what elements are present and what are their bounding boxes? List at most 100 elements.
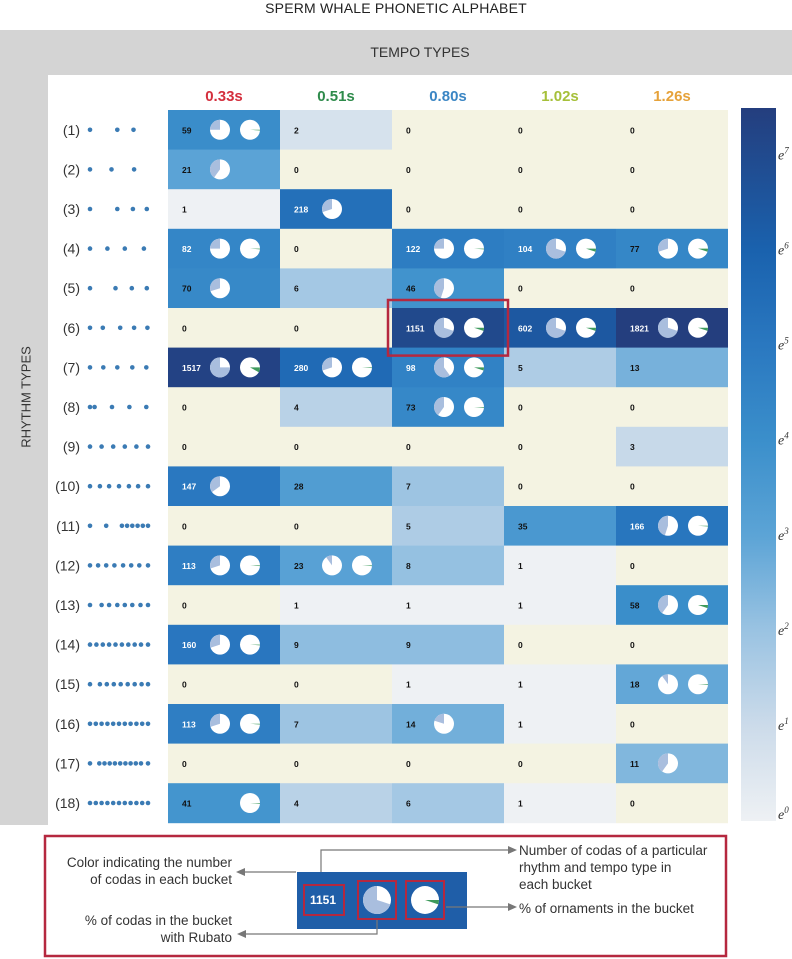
rubato-pie (322, 555, 342, 576)
rhythm-dot (131, 127, 136, 133)
ornament-pie (576, 317, 596, 338)
rhythm-dot (138, 761, 144, 766)
heatmap-cell (392, 545, 504, 586)
rhythm-dot (105, 800, 110, 806)
rhythm-dot (100, 642, 106, 647)
heatmap-cell (392, 743, 504, 784)
heatmap-cell (504, 268, 616, 309)
cell-count: 7 (294, 719, 299, 729)
pie-ornament-slice (474, 248, 484, 250)
rhythm-dot (127, 404, 132, 410)
heatmap-cell (168, 783, 280, 824)
rubato-pie (658, 515, 678, 536)
rhythm-label: (14) (55, 637, 80, 653)
cell-count: 73 (406, 403, 416, 413)
heatmap-cell (392, 783, 504, 824)
cell-count: 1151 (406, 323, 425, 333)
rhythm-label: (5) (63, 280, 80, 296)
rubato-pie (657, 317, 678, 338)
rubato-pie (209, 159, 230, 180)
rhythm-dot (87, 602, 93, 608)
rhythm-dot (99, 602, 104, 608)
pie-rubato-slice (326, 555, 332, 566)
annotation-color-line-1: Color indicating the number (66, 855, 232, 870)
ornament-pie (688, 238, 708, 259)
rubato-pie (657, 595, 678, 615)
rhythm-dot (119, 523, 125, 529)
cell-count: 0 (406, 759, 411, 769)
cell-count: 0 (630, 284, 635, 294)
cell-count: 41 (182, 799, 192, 809)
cell-count: 0 (294, 759, 299, 769)
pie-rubato-slice (657, 753, 668, 772)
pie-rubato-slice (658, 515, 668, 536)
rhythm-label: (16) (55, 716, 80, 732)
rubato-pie (210, 555, 230, 576)
cell-count: 0 (294, 680, 299, 690)
cell-count: 0 (630, 125, 635, 135)
rhythm-dot (116, 800, 122, 806)
rhythm-dot (97, 761, 102, 766)
rhythm-dot (94, 642, 99, 647)
pie-rubato-slice (210, 555, 220, 569)
rhythm-dot (145, 523, 151, 529)
cell-count: 82 (182, 244, 192, 254)
colorbar-tick-exponent: 0 (784, 805, 789, 815)
heatmap-cell (392, 149, 504, 190)
cell-count: 0 (182, 323, 187, 333)
pie-ornament-slice (698, 605, 708, 609)
rhythm-dot (87, 681, 93, 687)
rhythm-label: (10) (55, 478, 80, 494)
pie-rubato-slice (322, 357, 332, 371)
cell-count: 280 (294, 363, 308, 373)
rhythm-label: (6) (63, 320, 80, 336)
heatmap-cell (280, 506, 392, 546)
heatmap-cell (504, 387, 616, 428)
heatmap-cell (168, 506, 280, 546)
cell-count: 1 (406, 601, 411, 611)
rhythm-dot (87, 285, 93, 291)
rubato-pie (657, 753, 678, 774)
rubato-pie (658, 238, 678, 259)
rhythm-dot (145, 602, 151, 608)
heatmap-cell (280, 228, 392, 269)
rhythm-dot (95, 563, 101, 568)
pie-ornament-slice (250, 723, 260, 725)
rhythm-dot (101, 365, 106, 370)
pie-rubato-slice (210, 278, 220, 292)
rhythm-dot (129, 285, 135, 291)
heatmap-cell (392, 585, 504, 626)
rhythm-dot (125, 681, 130, 687)
legend-ornament-pie-shape (411, 886, 439, 914)
rhythm-dot (132, 642, 137, 647)
cell-count: 13 (630, 363, 640, 373)
colorbar-tick-exponent: 1 (784, 716, 789, 726)
rubato-pie (210, 278, 230, 299)
cell-count: 18 (630, 680, 640, 690)
rhythm-dot (144, 404, 149, 410)
heatmap-cell (504, 743, 616, 784)
rhythm-dot (126, 642, 131, 647)
rhythm-label: (11) (56, 518, 80, 534)
pie-rubato-slice (545, 238, 566, 259)
ornament-pie (240, 634, 260, 655)
tempo-header-band (0, 30, 792, 75)
heatmap-cell (616, 466, 728, 507)
cell-count: 1821 (630, 323, 649, 333)
ornament-pie (240, 793, 260, 813)
pie-ornament-slice (474, 407, 484, 408)
colorbar-tick: e2 (778, 621, 789, 639)
cell-count: 0 (630, 799, 635, 809)
cell-count: 0 (518, 442, 523, 452)
rhythm-dot (138, 602, 143, 608)
cell-count: 8 (406, 561, 411, 571)
heatmap-cell (280, 585, 392, 626)
rhythm-dot (106, 642, 112, 647)
color-arrowhead (236, 868, 245, 876)
ornament-pie (240, 357, 260, 378)
rhythm-dot (118, 681, 123, 687)
rhythm-dot (87, 246, 93, 251)
heatmap-cell (280, 308, 392, 348)
cell-count: 0 (630, 640, 635, 650)
pie-ornament-slice (250, 367, 260, 373)
